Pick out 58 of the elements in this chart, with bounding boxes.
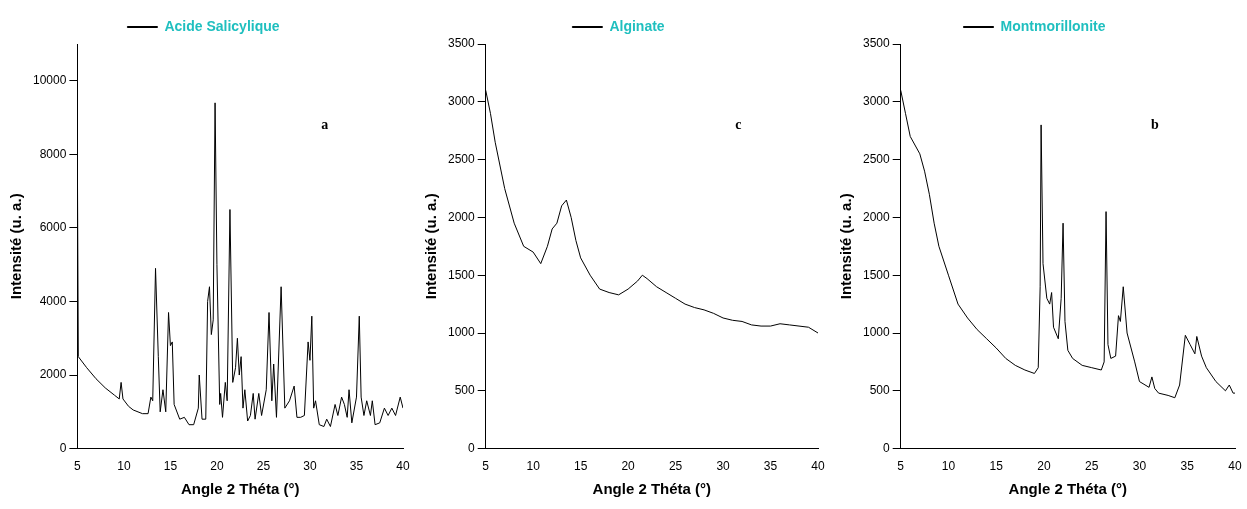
y-tick-label: 6000 xyxy=(39,220,67,235)
x-tick-label: 25 xyxy=(668,459,683,474)
x-tick-label: 40 xyxy=(396,459,410,474)
y-tick-label: 1500 xyxy=(447,267,476,282)
x-tick-label: 20 xyxy=(210,459,224,474)
y-tick-label: 8000 xyxy=(39,146,67,161)
y-axis-title: Intensité (u. a.) xyxy=(7,193,25,300)
y-tick-label: 1000 xyxy=(447,325,476,340)
x-tick-label: 15 xyxy=(163,459,178,474)
y-tick-label: 3000 xyxy=(862,94,891,109)
x-tick-label: 15 xyxy=(989,459,1004,474)
x-axis-title: Angle 2 Théta (°) xyxy=(592,480,712,498)
x-tick-label: 5 xyxy=(897,459,905,474)
y-tick-label: 1000 xyxy=(862,325,891,340)
y-tick-label: 500 xyxy=(454,383,476,398)
x-tick-label: 20 xyxy=(1037,459,1051,474)
y-tick-label: 2500 xyxy=(447,151,476,166)
y-tick-label: 2000 xyxy=(447,209,476,224)
y-tick-label: 3000 xyxy=(447,94,476,109)
x-tick-label: 5 xyxy=(74,459,82,474)
y-tick-label: 0 xyxy=(468,440,476,455)
x-tick-label: 5 xyxy=(482,459,490,474)
y-tick-label: 2000 xyxy=(39,367,67,382)
y-tick-label: 10000 xyxy=(32,73,67,88)
x-tick-label: 40 xyxy=(1228,459,1242,474)
x-tick-label: 30 xyxy=(716,459,731,474)
x-tick-label: 20 xyxy=(621,459,636,474)
x-axis-title: Angle 2 Théta (°) xyxy=(1008,480,1128,498)
y-tick-label: 500 xyxy=(869,383,891,398)
x-tick-label: 10 xyxy=(941,459,956,474)
x-tick-label: 30 xyxy=(303,459,317,474)
y-axis-title: Intensité (u. a.) xyxy=(837,193,855,300)
y-axis-title: Intensité (u. a.) xyxy=(422,193,440,300)
y-tick-label: 2500 xyxy=(862,151,891,166)
y-tick-label: 1500 xyxy=(862,267,891,282)
legend-label: Acide Salicylique xyxy=(164,17,280,34)
x-axis-title: Angle 2 Théta (°) xyxy=(180,480,300,498)
x-tick-label: 40 xyxy=(811,459,825,474)
x-tick-label: 10 xyxy=(526,459,541,474)
y-tick-label: 0 xyxy=(883,440,891,455)
y-tick-label: 3500 xyxy=(862,36,891,51)
x-tick-label: 10 xyxy=(117,459,131,474)
y-tick-label: 4000 xyxy=(39,293,67,308)
x-tick-label: 25 xyxy=(256,459,271,474)
y-tick-label: 2000 xyxy=(862,209,891,224)
x-tick-label: 35 xyxy=(1180,459,1195,474)
x-tick-label: 35 xyxy=(763,459,778,474)
y-tick-label: 0 xyxy=(59,440,67,455)
legend-label: Alginate xyxy=(609,17,665,34)
legend-label: Montmorillonite xyxy=(1000,17,1106,34)
x-tick-label: 35 xyxy=(349,459,364,474)
y-tick-label: 3500 xyxy=(447,36,476,51)
x-tick-label: 15 xyxy=(573,459,588,474)
annotation: b xyxy=(1150,116,1159,132)
annotation: c xyxy=(735,116,742,132)
x-tick-label: 30 xyxy=(1132,459,1147,474)
x-tick-label: 25 xyxy=(1085,459,1099,474)
annotation: a xyxy=(321,116,329,132)
